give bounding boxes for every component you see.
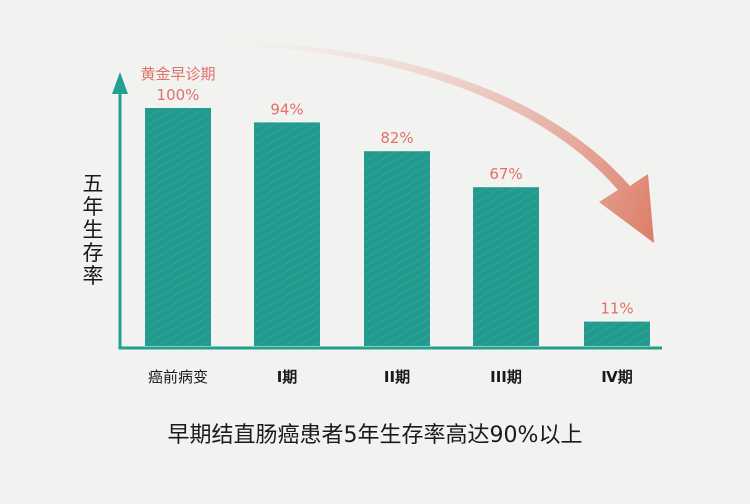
y-axis-label-char: 五: [83, 172, 104, 196]
y-axis-label-char: 年: [83, 195, 104, 219]
value-label: 100%: [157, 86, 200, 104]
x-tick-label: III期: [490, 368, 522, 386]
trend-arrow-shape: [215, 42, 654, 243]
bar-texture: [145, 108, 211, 346]
value-label: 11%: [600, 300, 633, 318]
chart-title: 早期结直肠癌患者5年生存率高达90%以上: [168, 423, 583, 448]
bar-texture: [584, 321, 650, 346]
y-axis-label-char: 生: [83, 218, 104, 242]
y-axis-label-char: 率: [83, 264, 104, 288]
bars-group: 100% 癌前病变 94% I期 82% II期 67% III期 11% Ⅳ期 黄金早诊期: [140, 65, 650, 386]
x-tick-label: Ⅳ期: [601, 368, 632, 386]
x-tick-label: I期: [277, 368, 298, 386]
y-axis-label: 五年生存率: [83, 172, 104, 288]
y-axis-label-char: 存: [83, 241, 104, 265]
x-tick-label: 癌前病变: [148, 368, 208, 386]
bar-texture: [473, 187, 539, 346]
value-label: 82%: [380, 129, 413, 147]
value-label: 67%: [489, 165, 522, 183]
value-label: 94%: [270, 100, 303, 118]
chart-axes: [112, 72, 662, 350]
trend-arrow: [215, 42, 654, 243]
bar-texture: [364, 151, 430, 346]
bar-texture: [254, 122, 320, 347]
annotation-label: 黄金早诊期: [140, 65, 215, 83]
x-tick-label: II期: [384, 368, 410, 386]
y-axis-arrowhead: [112, 72, 128, 94]
